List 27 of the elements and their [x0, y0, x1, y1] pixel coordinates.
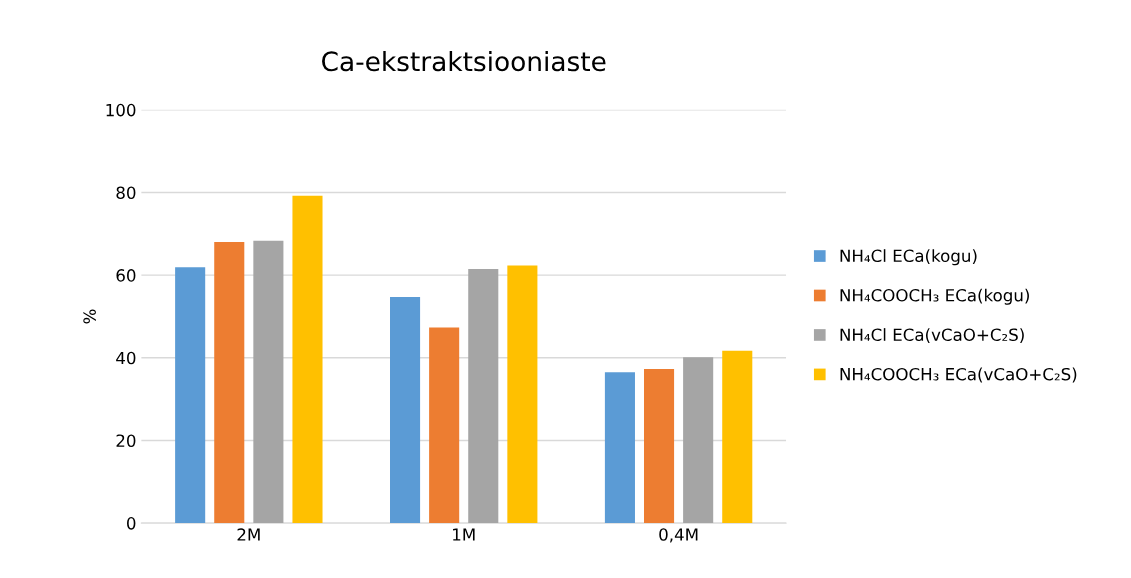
x-tick-label: 2M: [237, 528, 260, 541]
chart-title: Ca-ekstraktsiooniaste: [322, 50, 606, 72]
bar: [175, 267, 206, 524]
x-tick-label: 1M: [453, 528, 475, 541]
bar: [644, 368, 675, 524]
y-tick-label: 100: [106, 103, 136, 117]
bar: [253, 240, 284, 524]
legend-label: NH₄Cl ECa(vCaO+C₂S): [840, 328, 1024, 343]
legend-label: NH₄COOCH₃ ECa(kogu): [840, 288, 1029, 305]
bar: [429, 327, 460, 524]
legend-label: NH₄COOCH₃ ECa(vCaO+C₂S): [840, 367, 1077, 383]
y-tick-label: 40: [116, 351, 136, 365]
y-tick-label: 20: [116, 434, 136, 448]
bar: [507, 265, 538, 524]
bar: [604, 372, 635, 524]
y-tick-label: 80: [116, 186, 136, 200]
legend-label: NH₄Cl ECa(kogu): [840, 249, 977, 266]
y-tick-label: 60: [116, 269, 136, 282]
bar: [390, 297, 421, 524]
bar: [292, 195, 323, 524]
bar: [468, 268, 499, 524]
bar: [722, 350, 753, 524]
bar: [683, 357, 714, 524]
y-tick-label: 0: [127, 517, 136, 530]
y-axis-title: %: [83, 309, 96, 324]
x-tick-label: 0,4M: [659, 528, 698, 543]
bar: [214, 242, 245, 524]
